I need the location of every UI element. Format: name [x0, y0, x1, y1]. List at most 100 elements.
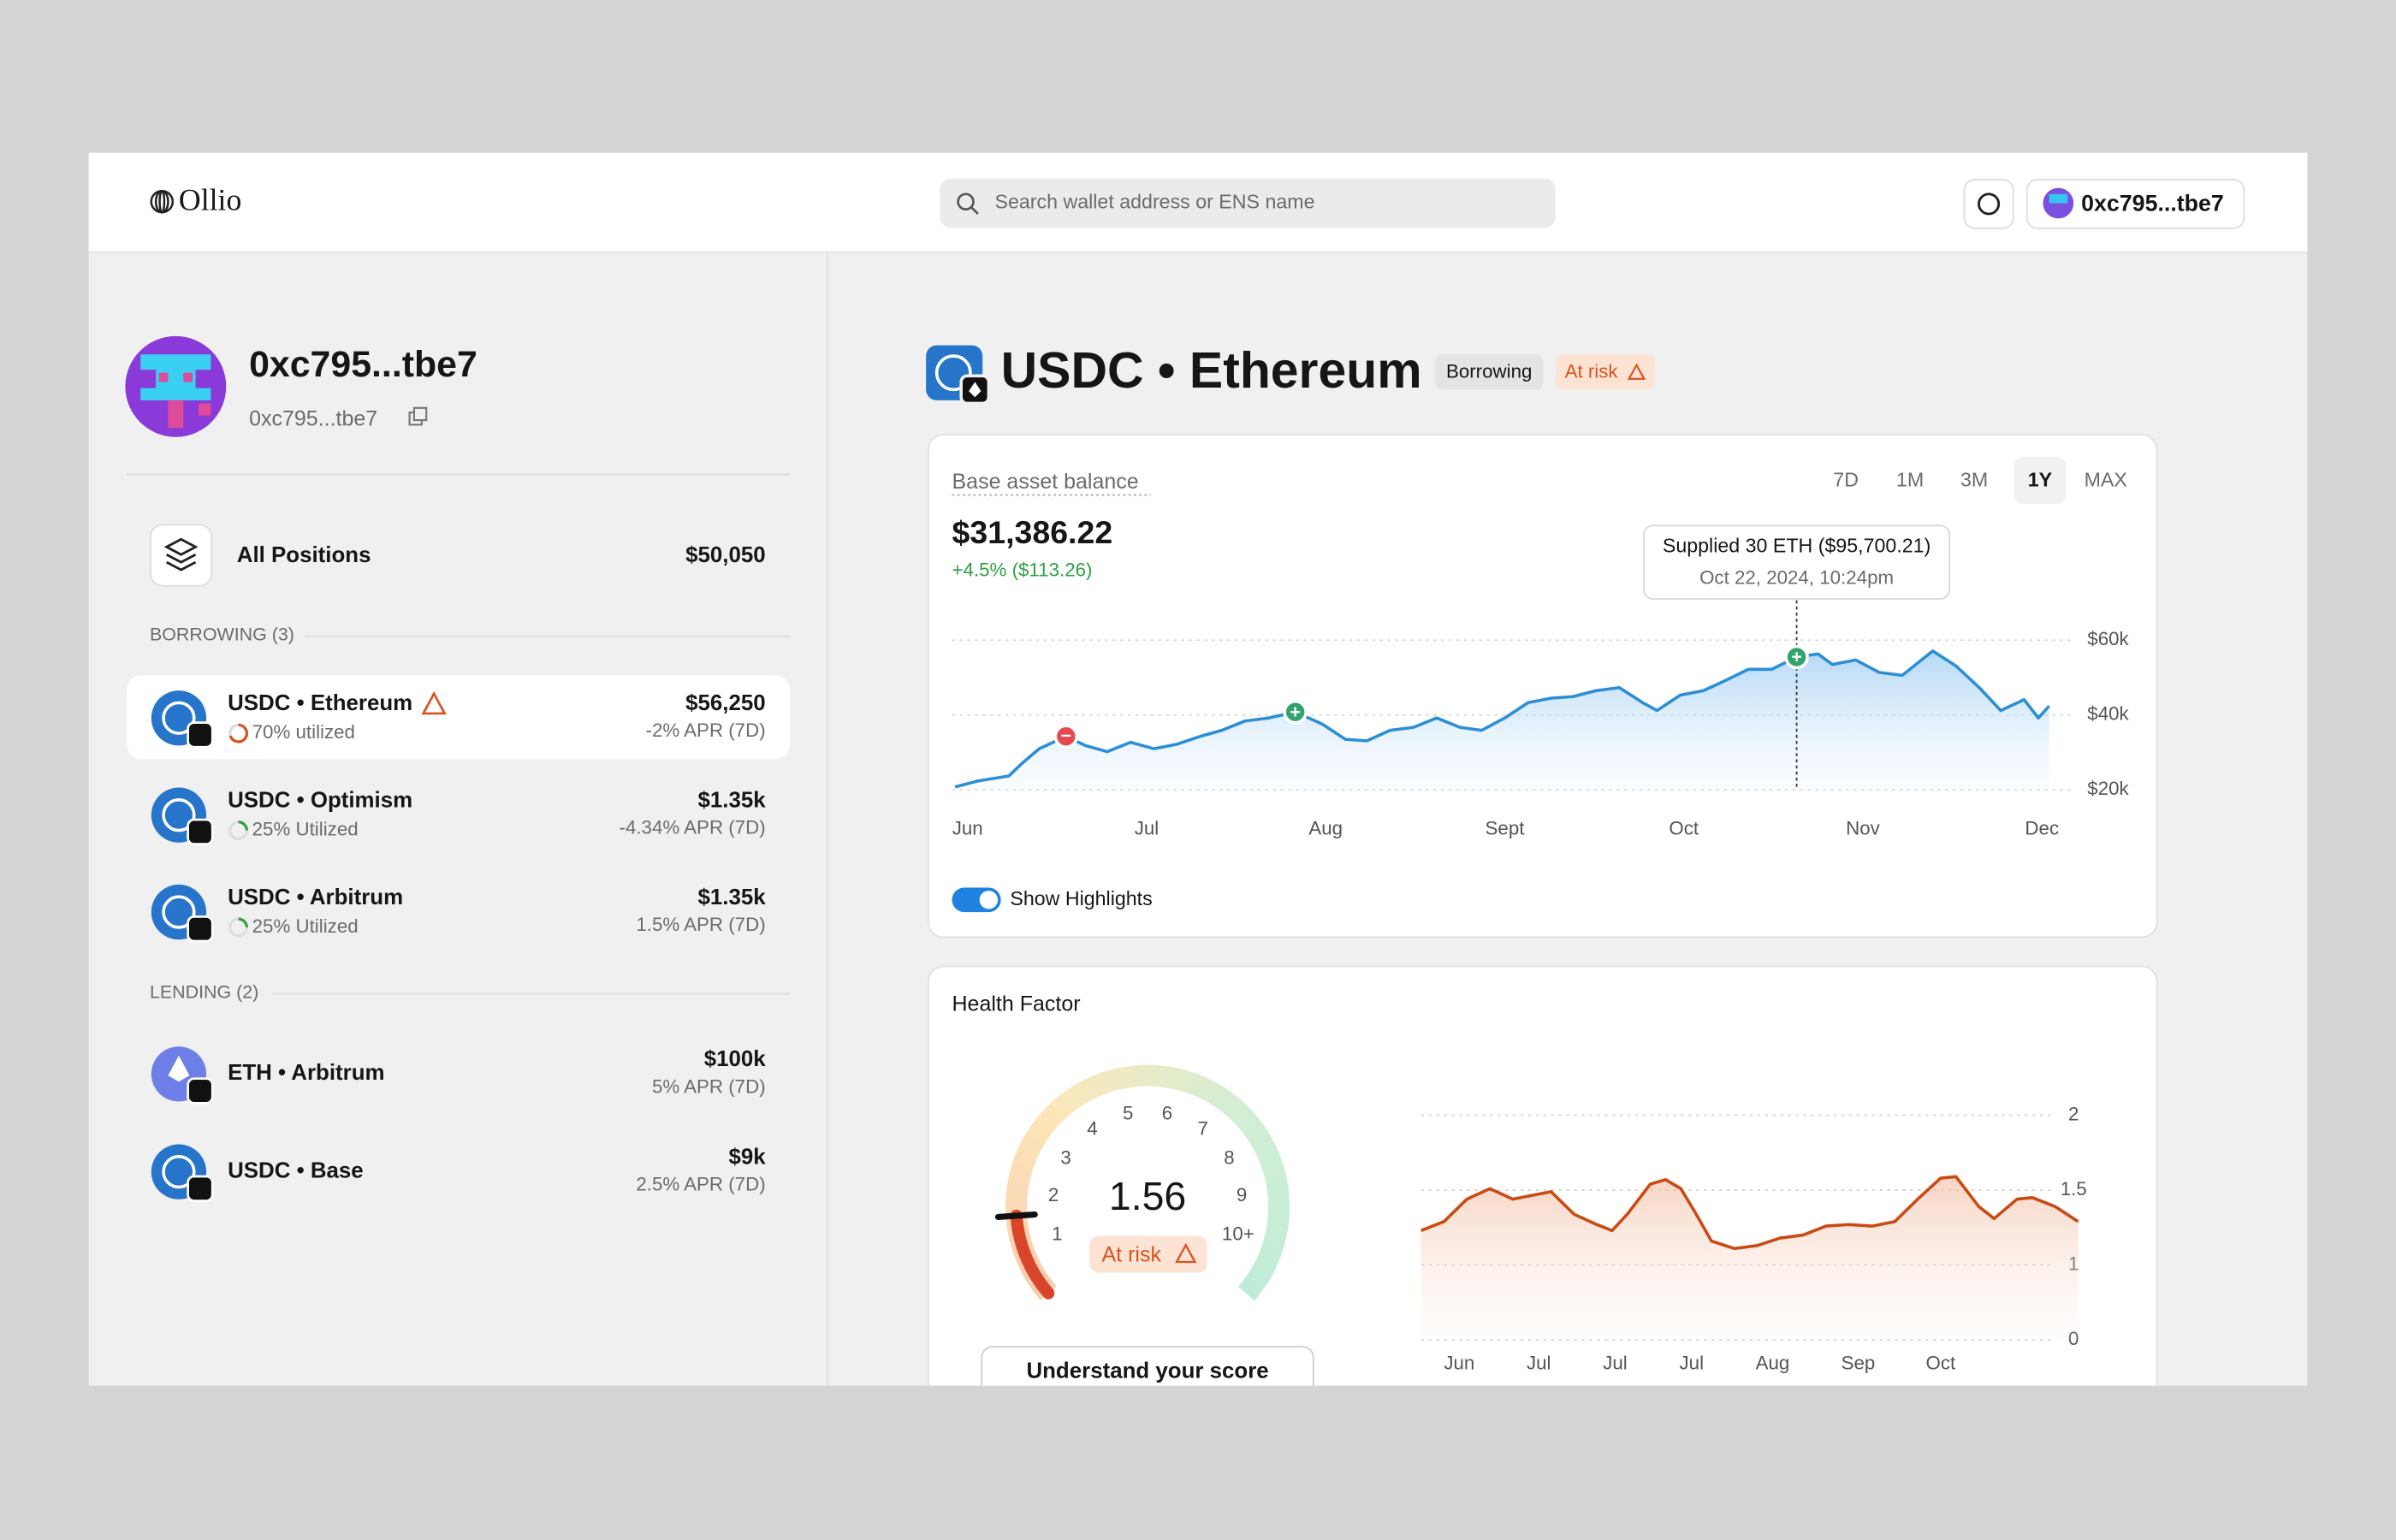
position-name[interactable]: USDC • Base [228, 1158, 364, 1182]
highlight-symbol: − [1061, 726, 1072, 746]
toggle-label: Show Highlights [1010, 887, 1152, 909]
help-button[interactable] [1963, 178, 2014, 229]
x-tick-label: Jul [1680, 1353, 1705, 1374]
chain-badge [187, 1175, 214, 1202]
wallet-avatar [2049, 193, 2068, 204]
score-button[interactable] [981, 1346, 1314, 1407]
badge-text: Borrowing [1446, 361, 1532, 382]
gauge-tick-label: 3 [1060, 1146, 1070, 1168]
gauge-track [1131, 1064, 1149, 1087]
tooltip-subtitle: Oct 22, 2024, 10:24pm [1699, 567, 1894, 589]
status-badge-text: At risk [1565, 361, 1619, 382]
all-positions-label[interactable]: All Positions [237, 543, 371, 567]
gauge-track [1025, 1119, 1053, 1146]
highlight-symbol: + [1290, 702, 1301, 722]
search-placeholder: Search wallet address or ENS name [995, 191, 1315, 213]
range-button[interactable]: 1M [1896, 469, 1924, 491]
position-value: $56,250 [685, 691, 766, 715]
gauge-tick-label: 9 [1237, 1184, 1247, 1205]
gauge-track [1237, 1275, 1266, 1301]
help-icon [1978, 192, 2001, 216]
gauge-track [1250, 1134, 1278, 1158]
gauge-track [1057, 1087, 1083, 1114]
range-button[interactable]: 7D [1833, 469, 1859, 491]
gauge-track [1234, 1108, 1261, 1134]
gauge-track [1084, 1072, 1108, 1099]
gauge-track [1174, 1068, 1196, 1094]
asset-icon [162, 701, 196, 735]
x-tick-label: Jul [1527, 1353, 1551, 1374]
data-line [1420, 1175, 2079, 1251]
status-badge [1555, 354, 1655, 390]
x-tick-label: Sept [1486, 818, 1526, 839]
page-title: USDC • Ethereum [1001, 343, 1422, 399]
section-heading: LENDING (2) [150, 981, 258, 1002]
gauge-tick-label: 2 [1048, 1184, 1059, 1205]
highlight-marker[interactable] [1053, 724, 1079, 749]
utilization-label: 70% utilized [252, 721, 355, 743]
gauge-track [1257, 1147, 1284, 1171]
chain-badge [187, 721, 214, 749]
asset-icon [162, 1155, 196, 1189]
x-tick-label: Jun [952, 818, 983, 839]
search-icon [957, 192, 975, 210]
range-button[interactable]: 1Y [2028, 469, 2053, 491]
x-tick-label: Aug [1756, 1353, 1790, 1374]
gauge-tick-label: 1 [1052, 1223, 1062, 1244]
selected-row[interactable] [127, 675, 791, 760]
gauge-track [1100, 1068, 1122, 1093]
x-tick-label: Jul [1135, 818, 1159, 839]
logo [150, 189, 175, 214]
chain-badge [187, 1077, 214, 1105]
gauge-track [1262, 1163, 1288, 1184]
gauge-track [1147, 1064, 1165, 1087]
title-icon [926, 345, 991, 406]
gauge-track [1017, 1133, 1045, 1158]
gauge-tick-label: 7 [1198, 1118, 1208, 1140]
position-name[interactable]: USDC • Ethereum [228, 691, 412, 715]
y-tick-label: $40k [2087, 703, 2129, 725]
gauge-track [1035, 1107, 1062, 1134]
badge [1434, 354, 1544, 390]
highlight-marker[interactable] [1283, 699, 1308, 725]
position-name[interactable]: USDC • Arbitrum [228, 886, 403, 909]
profile-name: 0xc795...tbe7 [249, 344, 477, 385]
area-fill [1420, 1176, 2079, 1341]
gauge-track [1045, 1096, 1072, 1123]
position-name[interactable]: USDC • Optimism [228, 788, 412, 812]
position-apr: -4.34% APR (7D) [620, 817, 766, 838]
position-name[interactable]: ETH • Arbitrum [228, 1061, 384, 1085]
asset-icon [168, 1055, 190, 1082]
utilization-label: 25% Utilized [252, 818, 359, 839]
range-button[interactable]: MAX [2085, 469, 2127, 491]
warning-icon [421, 690, 447, 715]
y-tick-label: 1.5 [2061, 1178, 2087, 1199]
score-button-text[interactable]: Understand your score [1026, 1359, 1268, 1383]
gauge-tick-label: 10+ [1222, 1223, 1254, 1244]
gauge-tick-label: 5 [1123, 1102, 1133, 1123]
search-box[interactable] [940, 178, 1556, 228]
gauge-track [1201, 1079, 1225, 1106]
position-value: $1.35k [697, 788, 766, 812]
range-button[interactable]: 3M [1960, 469, 1988, 491]
gauge-tick-label: 6 [1162, 1102, 1172, 1123]
gauge-needle [994, 1211, 1038, 1221]
x-tick-label: Oct [1925, 1353, 1956, 1374]
gauge-tick-label: 4 [1087, 1118, 1097, 1140]
gauge-value: 1.56 [1109, 1174, 1186, 1218]
window: Ollio Search wallet address or ENS name … [88, 152, 2308, 1407]
copy-icon[interactable] [408, 406, 428, 426]
gauge-track [1267, 1194, 1290, 1212]
profile-address: 0xc795...tbe7 [249, 407, 377, 431]
x-tick-label: Sep [1841, 1353, 1876, 1374]
wallet-button[interactable] [2025, 178, 2245, 229]
search-icon [970, 206, 979, 215]
gauge-track [1070, 1079, 1095, 1106]
chain-badge [187, 915, 214, 943]
highlight-marker[interactable] [1784, 644, 1809, 670]
wallet-address: 0xc795...tbe7 [2081, 190, 2224, 216]
gauge-track [1224, 1097, 1250, 1124]
position-apr: 2.5% APR (7D) [636, 1174, 765, 1195]
asset-icon [162, 798, 196, 832]
x-tick-label: Jun [1444, 1353, 1474, 1374]
